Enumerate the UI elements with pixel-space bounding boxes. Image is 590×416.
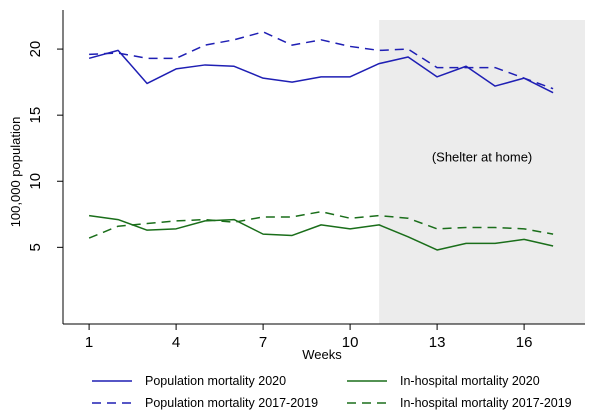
legend: Population mortality 2020 In-hospital mor…: [92, 374, 572, 410]
shelter-at-home-shaded-region: [379, 20, 585, 324]
legend-label: Population mortality 2020: [145, 374, 286, 388]
series-line-4: [88, 210, 554, 239]
legend-label: In-hospital mortality 2020: [400, 374, 540, 388]
legend-label: Population mortality 2017-2019: [145, 396, 318, 410]
series-lines: [88, 31, 554, 251]
x-tick-label: 4: [172, 334, 180, 351]
series-line-3: [89, 31, 554, 90]
legend-label: In-hospital mortality 2017-2019: [400, 396, 572, 410]
series-line-1: [88, 49, 554, 94]
y-axis-title: 100,000 population: [8, 117, 23, 228]
x-tick-label: 7: [259, 334, 267, 351]
shelter-at-home-annotation: (Shelter at home): [432, 149, 532, 164]
x-axis-title: Weeks: [302, 347, 342, 362]
x-tick-label: 10: [342, 334, 359, 351]
axes: 1 4 7 10 13 16 5 10 15 20: [27, 10, 585, 351]
y-tick-label: 5: [27, 243, 44, 251]
x-tick-label: 1: [85, 334, 93, 351]
x-tick-label: 16: [516, 334, 533, 351]
y-tick-label: 15: [27, 107, 44, 124]
x-tick-label: 13: [429, 334, 446, 351]
series-line-2: [88, 214, 554, 251]
y-tick-label: 10: [27, 173, 44, 190]
y-tick-label: 20: [27, 41, 44, 58]
